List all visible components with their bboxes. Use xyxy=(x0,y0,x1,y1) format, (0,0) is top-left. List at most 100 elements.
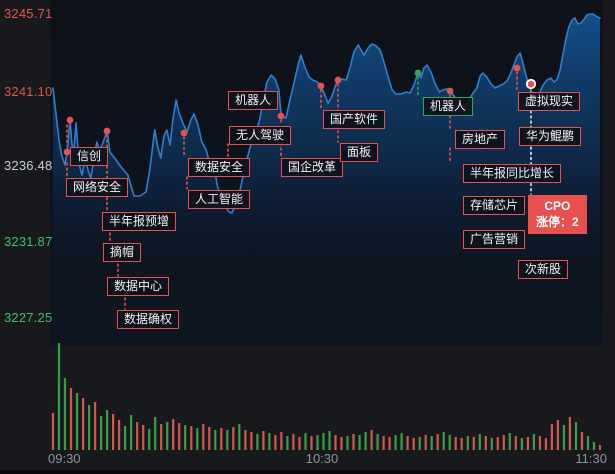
volume-bar xyxy=(298,437,301,450)
sector-label[interactable]: 面板 xyxy=(340,143,379,162)
sector-label[interactable]: 存储芯片 xyxy=(463,196,526,215)
event-dot xyxy=(334,76,342,84)
price-area xyxy=(53,14,600,346)
sector-label[interactable]: 机器人 xyxy=(423,97,474,116)
volume-bar xyxy=(358,435,361,450)
time-tick: 10:30 xyxy=(305,451,339,466)
volume-bar xyxy=(118,420,121,450)
volume-bar xyxy=(190,426,193,450)
sector-label-line: 涨停：2 xyxy=(536,215,579,229)
sector-label[interactable]: 人工智能 xyxy=(188,190,251,209)
volume-bar xyxy=(178,423,181,450)
volume-bar xyxy=(220,428,223,450)
volume-bar xyxy=(160,424,163,450)
sector-label[interactable]: 房地产 xyxy=(455,130,506,149)
volume-bar xyxy=(75,393,79,450)
volume-bar xyxy=(292,434,295,450)
sector-label[interactable]: 半年报预增 xyxy=(102,212,177,231)
volume-bar xyxy=(244,430,247,450)
volume-bar xyxy=(478,434,481,450)
bottom-edge-divider xyxy=(0,470,615,474)
volume-bar xyxy=(136,422,139,450)
volume-bar xyxy=(544,438,547,450)
volume-bar xyxy=(346,436,349,450)
volume-bar xyxy=(526,437,529,450)
sector-label[interactable]: 数据确权 xyxy=(117,310,180,329)
sector-label[interactable]: 次新股 xyxy=(518,260,569,279)
volume-bar xyxy=(57,343,61,450)
volume-bar xyxy=(69,388,73,450)
sector-label[interactable]: 国产软件 xyxy=(323,110,386,129)
volume-bar xyxy=(466,436,469,450)
volume-bar xyxy=(364,432,367,450)
volume-bar xyxy=(502,435,505,450)
volume-bar xyxy=(304,433,307,450)
time-tick: 11:30 xyxy=(575,451,607,466)
volume-bar xyxy=(436,434,439,450)
sector-label[interactable]: 数据中心 xyxy=(107,277,170,296)
volume-bar xyxy=(442,432,445,450)
volume-bar xyxy=(142,425,145,450)
volume-bar xyxy=(274,435,277,450)
volume-bar xyxy=(130,415,133,450)
sector-label[interactable]: 国企改革 xyxy=(281,158,344,177)
sector-label[interactable]: 虚拟现实 xyxy=(518,92,581,111)
volume-bar xyxy=(202,424,205,450)
sector-label[interactable]: 网络安全 xyxy=(66,178,129,197)
volume-bar xyxy=(184,425,187,450)
volume-bar xyxy=(454,437,457,450)
volume-bar xyxy=(592,442,596,450)
volume-bar xyxy=(490,438,493,450)
volume-bar xyxy=(460,438,463,450)
volume-bar xyxy=(316,435,319,450)
volume-bar xyxy=(238,424,241,450)
volume-bar xyxy=(196,428,199,450)
volume-bar xyxy=(586,436,590,450)
volume-bar xyxy=(472,437,475,450)
volume-bar xyxy=(562,425,565,450)
volume-bar xyxy=(382,436,385,450)
volume-bar xyxy=(166,422,169,450)
sector-label[interactable]: 数据安全 xyxy=(188,158,251,177)
volume-bar xyxy=(538,436,541,450)
price-line xyxy=(52,13,601,214)
volume-bar xyxy=(280,432,283,450)
volume-bar xyxy=(508,433,511,450)
time-tick: 09:30 xyxy=(48,451,81,466)
volume-bar xyxy=(580,432,584,450)
volume-bar xyxy=(520,438,523,450)
event-dot xyxy=(414,69,422,77)
sector-label-line: CPO xyxy=(544,199,571,213)
volume-bar xyxy=(63,378,67,450)
volume-bar xyxy=(232,427,235,450)
volume-bar xyxy=(208,427,211,450)
volume-bar xyxy=(334,435,337,450)
volume-bar xyxy=(424,435,427,450)
event-dot xyxy=(277,112,285,120)
volume-bar xyxy=(310,436,313,450)
volume-bar xyxy=(406,436,409,450)
volume-bar xyxy=(514,436,517,450)
volume-bar xyxy=(574,422,578,450)
sector-label[interactable]: 半年报同比增长 xyxy=(463,164,562,183)
volume-bar xyxy=(532,434,535,450)
volume-bar xyxy=(256,434,259,450)
sector-label[interactable]: 机器人 xyxy=(228,91,279,110)
volume-bar xyxy=(328,431,331,450)
volume-bar xyxy=(286,436,289,450)
event-dot xyxy=(317,82,325,90)
sector-label[interactable]: 华为鲲鹏 xyxy=(519,127,582,146)
sector-label[interactable]: 无人驾驶 xyxy=(229,126,292,145)
price-tick: 3245.71 xyxy=(4,6,53,21)
event-dot xyxy=(525,78,537,90)
event-dot xyxy=(63,148,71,156)
event-dot xyxy=(446,87,454,95)
volume-bar xyxy=(448,435,451,450)
sector-label[interactable]: 信创 xyxy=(70,147,109,166)
volume-bar xyxy=(112,414,115,450)
sector-label[interactable]: 摘帽 xyxy=(103,243,142,262)
volume-bar xyxy=(388,437,391,450)
sector-label[interactable]: 广告营销 xyxy=(463,230,526,249)
sector-label[interactable]: CPO 涨停：2 xyxy=(528,195,587,234)
